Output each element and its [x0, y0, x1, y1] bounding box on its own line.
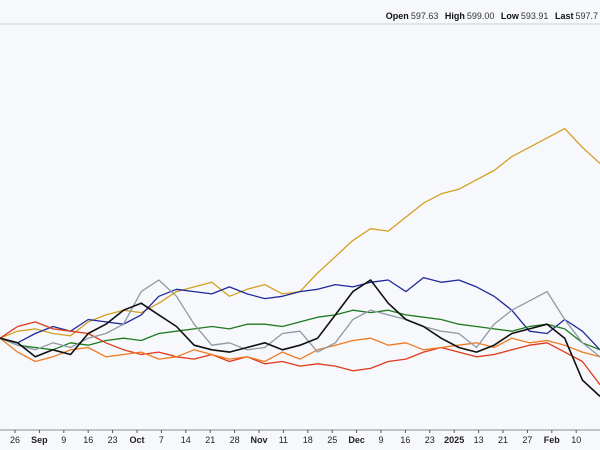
- x-tick-label: 23: [425, 435, 435, 445]
- low-label: Low: [500, 11, 519, 21]
- series-line-7: [0, 279, 600, 397]
- x-tick-label: 23: [108, 435, 118, 445]
- series-line-1: [0, 127, 600, 339]
- open-value: 597.63: [410, 11, 439, 21]
- x-tick-label: 9: [378, 435, 383, 445]
- series-line-4: [0, 321, 600, 386]
- x-tick-label: 21: [498, 435, 508, 445]
- x-tick-label: 2025: [444, 435, 464, 445]
- quote-bar: Open 597.63 High 599.00 Low 593.91 Last 597.…: [382, 11, 598, 21]
- x-tick-label: 11: [279, 435, 288, 445]
- x-tick-label: 27: [522, 435, 532, 445]
- x-tick-label: 13: [474, 435, 484, 445]
- x-tick-label: 25: [327, 435, 337, 445]
- x-tick-label: 28: [230, 435, 240, 445]
- x-tick-label: Dec: [348, 435, 365, 445]
- series-line-3: [0, 309, 600, 351]
- x-tick-label: 9: [61, 435, 66, 445]
- series-line-5: [0, 337, 600, 363]
- x-tick-label: Feb: [544, 435, 561, 445]
- last-label: Last: [554, 11, 574, 21]
- high-label: High: [444, 11, 465, 21]
- x-tick-label: 14: [181, 435, 191, 445]
- last-value: 597.7: [575, 11, 598, 21]
- x-tick-label: Sep: [31, 435, 48, 445]
- x-tick-label: 7: [159, 435, 164, 445]
- x-tick-label: Oct: [129, 435, 144, 445]
- x-tick-label: 21: [205, 435, 215, 445]
- x-tick-label: 10: [571, 435, 581, 445]
- x-tick-label: 18: [303, 435, 313, 445]
- x-tick-label: Nov: [250, 435, 267, 445]
- low-value: 593.91: [520, 11, 549, 21]
- x-tick-label: 26: [10, 435, 20, 445]
- x-tick-label: 16: [400, 435, 410, 445]
- open-label: Open: [385, 11, 409, 21]
- high-value: 599.00: [466, 11, 495, 21]
- series-line-2: [0, 276, 600, 351]
- series-line-6: [0, 279, 600, 358]
- x-tick-label: 16: [83, 435, 93, 445]
